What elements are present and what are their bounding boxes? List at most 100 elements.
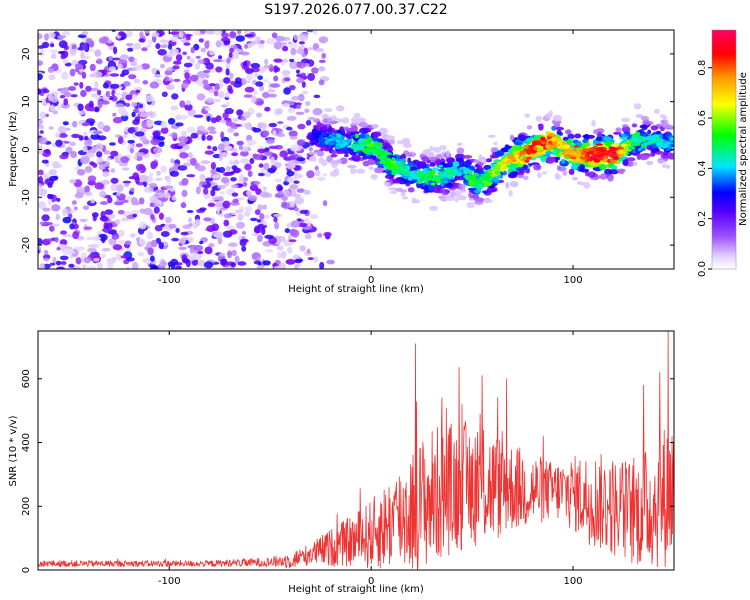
noise-cell xyxy=(88,100,94,109)
noise-cell xyxy=(292,193,302,198)
noise-cell xyxy=(250,39,256,47)
noise-cell xyxy=(144,30,151,34)
noise-cell xyxy=(263,162,270,171)
noise-cell xyxy=(104,209,114,215)
trace-cell xyxy=(526,125,533,130)
noise-cell xyxy=(101,179,110,185)
noise-cell xyxy=(69,179,77,184)
noise-cell xyxy=(274,162,282,168)
noise-cell xyxy=(83,257,91,264)
noise-cell xyxy=(229,31,237,39)
trace-core-cell xyxy=(427,175,432,179)
noise-cell xyxy=(165,52,175,58)
noise-cell xyxy=(160,127,169,134)
noise-cell xyxy=(151,32,160,38)
noise-cell xyxy=(212,146,218,152)
noise-cell xyxy=(144,186,154,193)
trace-cell xyxy=(429,162,436,167)
trace-core-cell xyxy=(540,136,546,141)
noise-cell xyxy=(230,212,238,216)
noise-cell xyxy=(38,169,44,176)
noise-cell xyxy=(102,100,110,105)
noise-cell xyxy=(314,165,319,171)
noise-cell xyxy=(59,255,69,261)
noise-cell xyxy=(235,35,245,42)
trace-core-cell xyxy=(670,137,674,141)
trace-cell xyxy=(331,149,336,156)
noise-cell xyxy=(256,112,263,118)
noise-cell xyxy=(243,94,253,98)
noise-cell xyxy=(264,106,271,112)
x-tick-label: 100 xyxy=(564,576,583,587)
trace-core-cell xyxy=(376,149,383,154)
noise-cell xyxy=(155,43,161,50)
noise-cell xyxy=(219,191,225,195)
noise-cell xyxy=(48,169,58,176)
trace-cell xyxy=(511,145,521,151)
trace-cell xyxy=(552,114,562,122)
noise-cell xyxy=(150,255,155,262)
noise-cell xyxy=(197,259,206,267)
noise-cell xyxy=(175,114,182,120)
noise-cell xyxy=(38,60,43,66)
noise-cell xyxy=(117,136,124,145)
noise-cell xyxy=(309,214,319,220)
trace-core-cell xyxy=(407,177,412,181)
noise-cell xyxy=(171,237,180,242)
noise-cell xyxy=(264,58,269,66)
x-tick-label: -100 xyxy=(158,275,181,286)
noise-cell xyxy=(250,95,257,104)
noise-cell xyxy=(268,122,278,128)
noise-cell xyxy=(90,48,95,52)
noise-cell xyxy=(112,57,121,61)
noise-cell xyxy=(240,51,250,56)
snr-frame xyxy=(37,330,675,571)
noise-cell xyxy=(48,49,58,53)
noise-cell xyxy=(189,252,199,260)
noise-cell xyxy=(243,211,251,217)
noise-cell xyxy=(281,195,288,201)
noise-cell xyxy=(283,87,291,95)
noise-cell xyxy=(112,244,123,251)
noise-cell xyxy=(254,225,261,234)
noise-cell xyxy=(311,67,319,74)
trace-cell xyxy=(388,138,395,145)
trace-cell xyxy=(420,186,428,190)
noise-cell xyxy=(197,250,203,255)
noise-cell xyxy=(262,186,267,191)
trace-cell xyxy=(622,159,629,167)
trace-core-cell xyxy=(403,170,410,174)
noise-cell xyxy=(175,265,182,269)
noise-cell xyxy=(237,30,242,35)
noise-cell xyxy=(198,38,204,43)
noise-cell xyxy=(134,78,140,84)
noise-cell xyxy=(39,111,47,120)
noise-cell xyxy=(112,112,117,117)
noise-cell xyxy=(208,243,215,248)
trace-core-cell xyxy=(455,171,463,177)
trace-cell xyxy=(400,192,406,197)
noise-cell xyxy=(81,122,90,127)
noise-cell xyxy=(183,162,193,167)
trace-cell xyxy=(353,112,361,119)
noise-cell xyxy=(182,51,187,56)
noise-cell xyxy=(233,159,240,165)
noise-cell xyxy=(84,135,89,141)
noise-cell xyxy=(247,170,253,177)
trace-core-cell xyxy=(611,147,618,151)
noise-cell xyxy=(90,93,99,98)
noise-cell xyxy=(138,238,146,246)
trace-cell xyxy=(597,131,603,139)
noise-cell xyxy=(301,81,306,88)
noise-cell xyxy=(84,192,93,196)
trace-core-cell xyxy=(511,157,516,161)
trace-cell xyxy=(642,119,650,126)
trace-cell xyxy=(307,116,317,121)
noise-cell xyxy=(145,119,154,128)
noise-cell xyxy=(149,183,157,188)
noise-cell xyxy=(63,92,72,98)
noise-cell xyxy=(79,218,88,223)
noise-cell xyxy=(225,165,232,172)
trace-core-cell xyxy=(438,164,443,168)
